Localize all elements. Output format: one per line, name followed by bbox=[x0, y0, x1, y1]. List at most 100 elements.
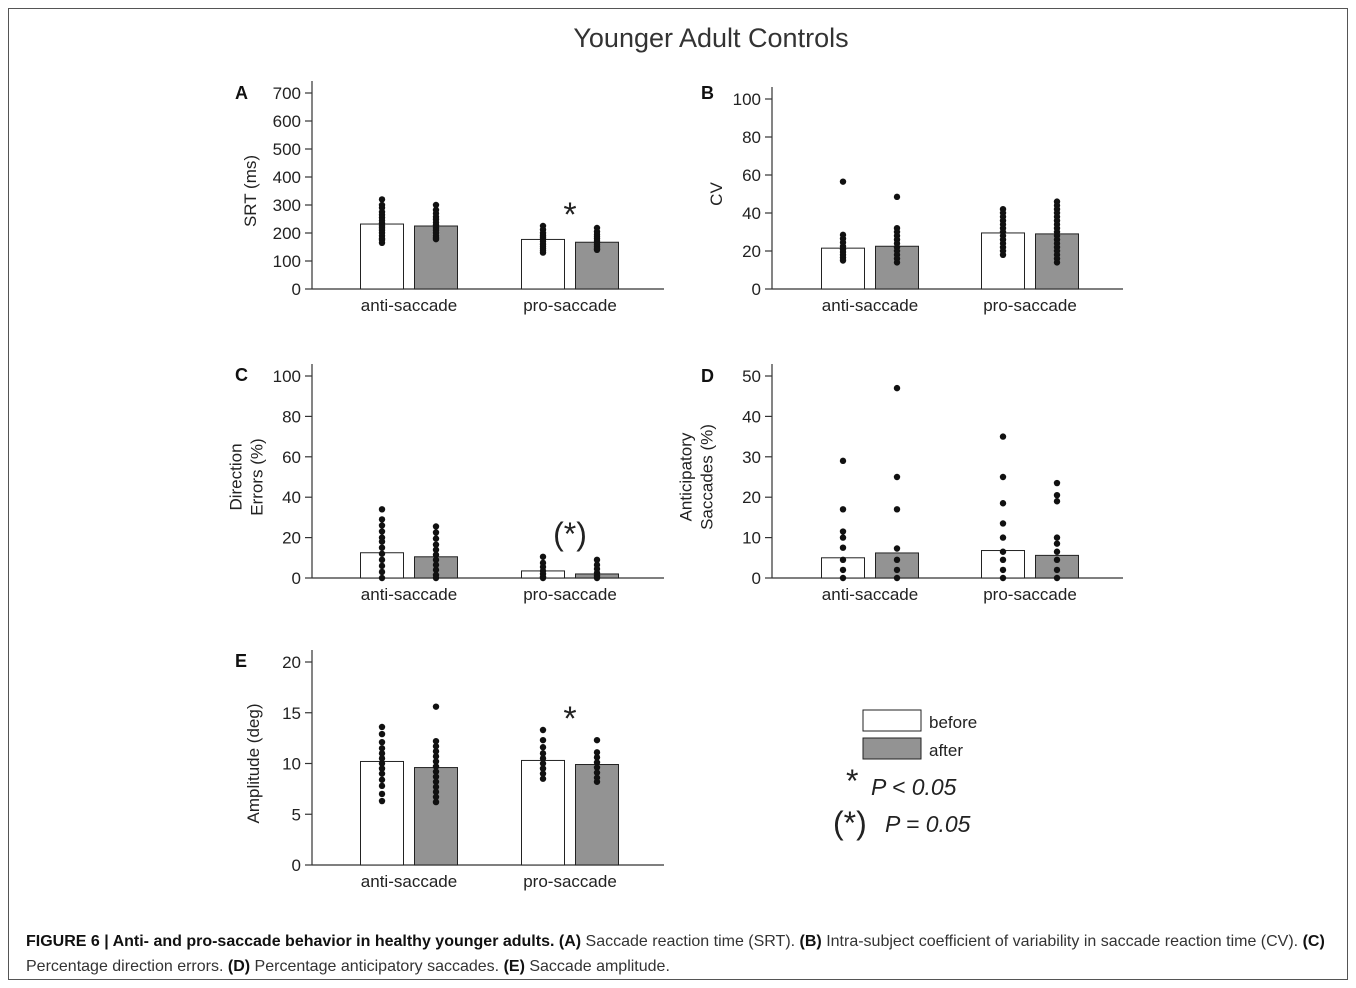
panel-c-data-point bbox=[378, 528, 386, 535]
panel-b-data-point bbox=[1053, 259, 1061, 266]
panel-d-category-label: pro-saccade bbox=[983, 585, 1077, 604]
panel-e-data-point bbox=[378, 723, 386, 731]
panel-e-data-point bbox=[378, 755, 386, 762]
panel-b-ytick-label: 100 bbox=[733, 90, 761, 109]
panel-c-ylabel: Direction bbox=[227, 443, 246, 510]
panel-a-category-label: anti-saccade bbox=[361, 296, 457, 315]
panel-e-ytick-label: 15 bbox=[282, 704, 301, 723]
panel-b-data-point bbox=[893, 193, 901, 201]
panel-e-data-point bbox=[432, 798, 440, 806]
panel-e-data-point bbox=[432, 788, 440, 796]
panel-e-data-point bbox=[593, 736, 601, 744]
panel-e-data-point bbox=[378, 776, 386, 783]
panel-d-ytick-label: 50 bbox=[742, 367, 761, 386]
panel-a-ytick-label: 700 bbox=[273, 84, 301, 103]
panel-c-data-point bbox=[378, 574, 386, 582]
panel-c-significance-marker: (*) bbox=[553, 516, 587, 552]
panel-e-data-point bbox=[593, 778, 601, 785]
legend-after-swatch bbox=[862, 737, 922, 760]
panel-c-data-point bbox=[378, 544, 386, 551]
panel-C-group: C 0 20 40 60 80 100 Direction Errors (%) anti-sac… bbox=[227, 364, 664, 604]
panel-e-data-point bbox=[539, 750, 547, 757]
panel-a-data-point bbox=[378, 239, 386, 246]
panel-d-data-point bbox=[1053, 566, 1061, 574]
panel-d-data-point bbox=[1053, 498, 1061, 505]
panel-a-data-point bbox=[539, 249, 547, 256]
panel-d-data-point bbox=[839, 457, 847, 465]
panel-c-data-point bbox=[378, 522, 386, 529]
panel-c-ytick-label: 20 bbox=[282, 529, 301, 548]
panel-c-data-point bbox=[432, 556, 440, 564]
panel-e-data-point bbox=[539, 726, 547, 734]
panel-c-data-point bbox=[432, 551, 440, 558]
panel-d-data-point bbox=[1053, 548, 1061, 555]
panel-c-ytick-label: 60 bbox=[282, 448, 301, 467]
panel-c-data-point bbox=[378, 556, 386, 564]
panel-a-ytick-label: 400 bbox=[273, 168, 301, 187]
panel-e-data-point bbox=[378, 765, 386, 772]
panel-e-data-point bbox=[593, 764, 601, 771]
panel-c-data-point bbox=[432, 541, 440, 548]
panel-D-group: D 0 10 20 30 40 50 Anticipatory Saccades (%) anti… bbox=[677, 364, 1123, 604]
panel-d-ylabel: Saccades (%) bbox=[698, 424, 717, 530]
panel-d-data-point bbox=[1053, 574, 1061, 582]
panel-a-ytick-label: 300 bbox=[273, 196, 301, 215]
panel-e-data-point bbox=[539, 765, 547, 772]
panel-e-data-point bbox=[378, 770, 386, 777]
panel-d-data-point bbox=[999, 534, 1007, 541]
panel-b-category-label: pro-saccade bbox=[983, 296, 1077, 315]
panel-a-data-point bbox=[432, 201, 440, 209]
panel-e-data-point bbox=[539, 760, 547, 767]
panel-c-data-point bbox=[432, 546, 440, 553]
caption-text-c: Percentage direction errors. bbox=[26, 958, 228, 975]
panel-c-category-label: pro-saccade bbox=[523, 585, 617, 604]
panel-e-letter: E bbox=[235, 651, 247, 671]
panel-b-category-label: anti-saccade bbox=[822, 296, 918, 315]
panel-d-bar-before bbox=[981, 550, 1025, 579]
panel-d-data-point bbox=[839, 534, 847, 541]
panel-c-data-point bbox=[432, 523, 440, 530]
panel-e-bar-before bbox=[360, 760, 404, 866]
panel-d-data-point bbox=[893, 556, 901, 564]
panel-e-category-label: anti-saccade bbox=[361, 872, 457, 891]
legend: before after * P < 0.05 (*) P = 0.05 bbox=[833, 709, 977, 841]
panel-d-ytick-label: 30 bbox=[742, 448, 761, 467]
panel-e-category-label: pro-saccade bbox=[523, 872, 617, 891]
panel-c-data-point bbox=[593, 556, 601, 564]
panel-b-data-point bbox=[893, 259, 901, 266]
panel-e-data-point bbox=[378, 738, 386, 746]
panel-b-ytick-label: 40 bbox=[742, 204, 761, 223]
panel-c-data-point bbox=[539, 574, 547, 582]
panel-c-letter: C bbox=[235, 365, 248, 385]
panel-d-data-point bbox=[839, 544, 847, 551]
caption-text-e: Saccade amplitude. bbox=[524, 958, 670, 975]
panel-d-data-point bbox=[999, 520, 1007, 527]
panel-e-data-point bbox=[432, 778, 440, 785]
caption-tag-e: (E) bbox=[503, 958, 525, 975]
legend-sig2-text: P = 0.05 bbox=[885, 811, 971, 837]
panel-a-category-label: pro-saccade bbox=[523, 296, 617, 315]
caption-text-d: Percentage anticipatory saccades. bbox=[250, 958, 504, 975]
panel-c-data-point bbox=[432, 535, 440, 542]
panel-e-data-point bbox=[539, 770, 547, 777]
caption-text-a: Saccade reaction time (SRT). bbox=[581, 933, 800, 950]
panel-e-data-point bbox=[432, 758, 440, 765]
panel-a-ytick-label: 0 bbox=[292, 280, 301, 299]
panel-c-data-point bbox=[378, 562, 386, 570]
figure-title: Younger Adult Controls bbox=[573, 23, 848, 53]
panel-d-data-point bbox=[999, 433, 1007, 440]
panel-e-data-point bbox=[432, 763, 440, 770]
panel-c-data-point bbox=[378, 550, 386, 557]
panel-e-ytick-label: 20 bbox=[282, 653, 301, 672]
panel-a-ytick-label: 100 bbox=[273, 252, 301, 271]
panel-e-data-point bbox=[378, 730, 386, 738]
panel-b-data-point bbox=[839, 178, 847, 185]
panel-d-data-point bbox=[1053, 556, 1061, 564]
panel-e-data-point bbox=[432, 783, 440, 791]
panel-d-data-point bbox=[999, 566, 1007, 574]
legend-sig1-symbol: * bbox=[846, 763, 858, 799]
panel-b-letter: B bbox=[701, 83, 714, 103]
panel-a-ytick-label: 500 bbox=[273, 140, 301, 159]
panel-a-data-point bbox=[432, 235, 440, 243]
panel-d-data-point bbox=[1053, 534, 1061, 541]
